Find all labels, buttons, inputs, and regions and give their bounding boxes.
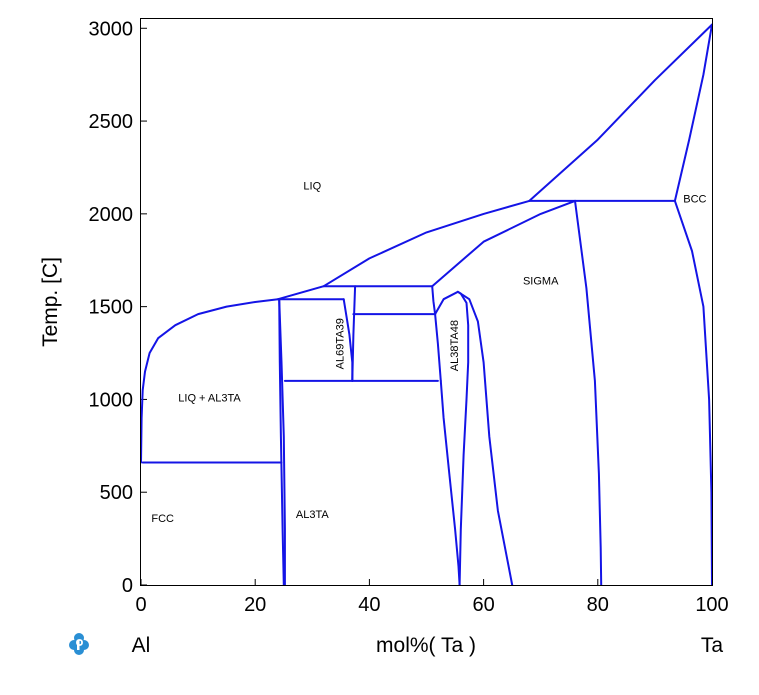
phase-boundary-5 [431, 199, 576, 288]
x-tick-label: 0 [135, 594, 146, 616]
phase-boundaries [140, 23, 713, 586]
phase-boundary-18 [439, 379, 461, 586]
y-tick-label: 2000 [89, 204, 134, 226]
y-tick-label: 3000 [89, 18, 134, 40]
pandat-logo-icon [69, 633, 89, 655]
phase-boundary-20 [574, 199, 603, 586]
region-label: BCC [683, 194, 706, 206]
x-tick-label: 80 [587, 594, 609, 616]
x-axis-right-element: Ta [701, 634, 724, 657]
x-axis-left-element: Al [132, 634, 151, 657]
plot-frame [140, 18, 713, 586]
x-tick-label: 20 [244, 594, 266, 616]
y-axis-title: Temp. [C] [39, 257, 62, 347]
phase-boundary-9 [278, 298, 285, 586]
logo-glyph [76, 639, 83, 646]
y-tick-label: 500 [100, 482, 133, 504]
region-labels: LIQ BCC SIGMA LIQ + AL3TA FCC AL3TA AL69TA39 AL… [151, 181, 706, 525]
phase-boundary-16 [434, 313, 442, 382]
phase-boundary-13 [351, 285, 357, 382]
region-label: LIQ [303, 181, 321, 193]
phase-boundary-0 [140, 298, 279, 464]
region-label: SIGMA [523, 275, 559, 287]
phase-boundary-17 [434, 290, 514, 586]
y-tick-label: 0 [122, 575, 133, 597]
y-tick-label: 1500 [89, 297, 134, 319]
x-axis-title: mol%( Ta ) [376, 634, 476, 657]
x-tick-label: 60 [472, 594, 494, 616]
phase-boundary-1 [277, 285, 434, 301]
region-label: LIQ + AL3TA [178, 392, 241, 404]
x-tick-label: 100 [695, 594, 728, 616]
phase-boundary-15 [431, 285, 437, 316]
region-label: AL38TA48 [449, 320, 461, 371]
phase-boundary-19 [456, 290, 470, 586]
region-label: AL69TA39 [335, 318, 347, 369]
phase-boundary-4 [528, 23, 713, 202]
phase-boundary-21 [673, 199, 713, 586]
phase-boundary-6 [673, 23, 713, 202]
region-label: FCC [151, 513, 174, 525]
y-tick-label: 1000 [89, 389, 134, 411]
phase-boundary-10 [278, 298, 286, 586]
x-tick-label: 40 [358, 594, 380, 616]
phase-boundary-2 [322, 199, 531, 288]
region-label: AL3TA [296, 509, 329, 521]
y-tick-label: 2500 [89, 111, 134, 133]
